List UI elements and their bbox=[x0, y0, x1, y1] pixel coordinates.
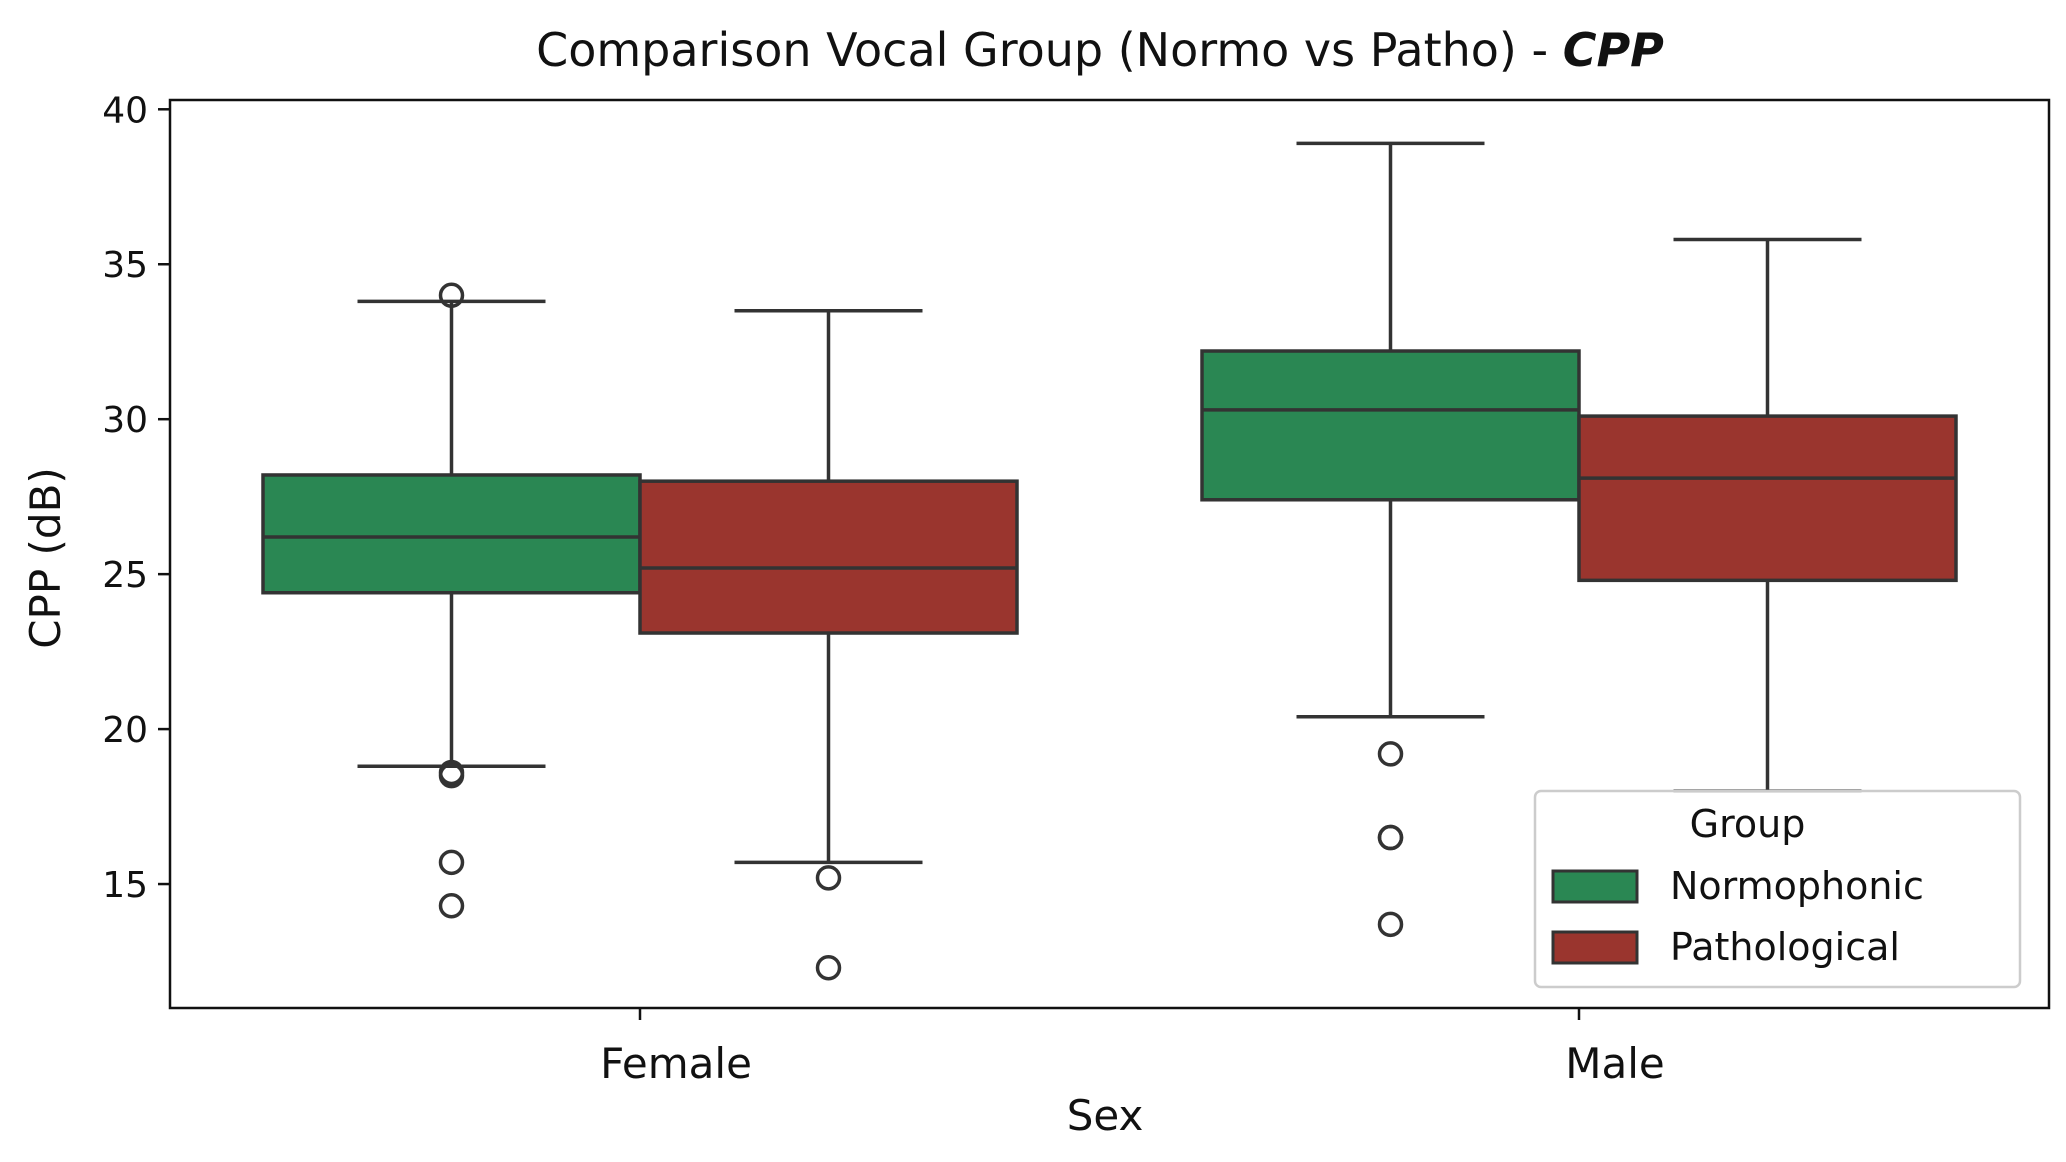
chart-title-emphasis: CPP bbox=[1563, 23, 1664, 77]
outlier-normophonic-male-0 bbox=[1377, 741, 1404, 767]
x-tick-label-male: Male bbox=[1565, 1039, 1664, 1088]
legend-swatch-normophonic bbox=[1551, 869, 1639, 904]
outlier-normophonic-female-4 bbox=[438, 892, 465, 919]
box-normophonic-female bbox=[261, 282, 642, 919]
outlier-normophonic-female-0 bbox=[438, 282, 465, 308]
axes: 15 20 25 30 35 40 Female Male bbox=[102, 90, 2051, 1088]
legend-title: Group bbox=[1690, 802, 1806, 846]
outlier-pathological-female-1 bbox=[815, 954, 842, 981]
iqr-box-normophonic-male bbox=[1200, 349, 1581, 502]
outlier-normophonic-female-2 bbox=[438, 762, 465, 789]
y-axis-label: CPP (dB) bbox=[21, 467, 70, 649]
outlier-pathological-female-0 bbox=[815, 865, 842, 891]
iqr-box-pathological-female bbox=[638, 479, 1019, 635]
legend-label-normophonic: Normophonic bbox=[1670, 864, 1924, 908]
legend-box bbox=[1533, 789, 2022, 989]
plot-area bbox=[261, 141, 1958, 981]
legend-swatch-pathological bbox=[1551, 930, 1639, 965]
iqr-box-normophonic-female bbox=[261, 473, 642, 595]
y-tick-label-30: 30 bbox=[102, 400, 148, 441]
chart-title: Comparison Vocal Group (Normo vs Patho) … bbox=[536, 23, 1664, 77]
y-tick-label-40: 40 bbox=[102, 90, 148, 131]
box-pathological-male bbox=[1577, 237, 1958, 793]
legend: Group Normophonic Pathological bbox=[1533, 789, 2022, 989]
y-tick-label-25: 25 bbox=[102, 555, 148, 596]
x-axis-label: Sex bbox=[1067, 1091, 1144, 1140]
legend-label-pathological: Pathological bbox=[1670, 925, 1900, 969]
box-normophonic-male bbox=[1200, 141, 1581, 938]
x-tick-label-female: Female bbox=[600, 1039, 752, 1088]
y-tick-label-35: 35 bbox=[102, 245, 148, 286]
outlier-normophonic-male-2 bbox=[1377, 824, 1404, 851]
chart-title-main: Comparison Vocal Group (Normo vs Patho) … bbox=[536, 23, 1563, 77]
iqr-box-pathological-male bbox=[1577, 414, 1958, 583]
y-tick-label-15: 15 bbox=[102, 865, 148, 906]
plot-frame bbox=[168, 98, 2051, 1010]
outlier-normophonic-female-3 bbox=[438, 849, 465, 876]
box-pathological-female bbox=[638, 308, 1019, 981]
y-tick-label-20: 20 bbox=[102, 710, 148, 751]
outlier-normophonic-male-3 bbox=[1377, 911, 1404, 938]
